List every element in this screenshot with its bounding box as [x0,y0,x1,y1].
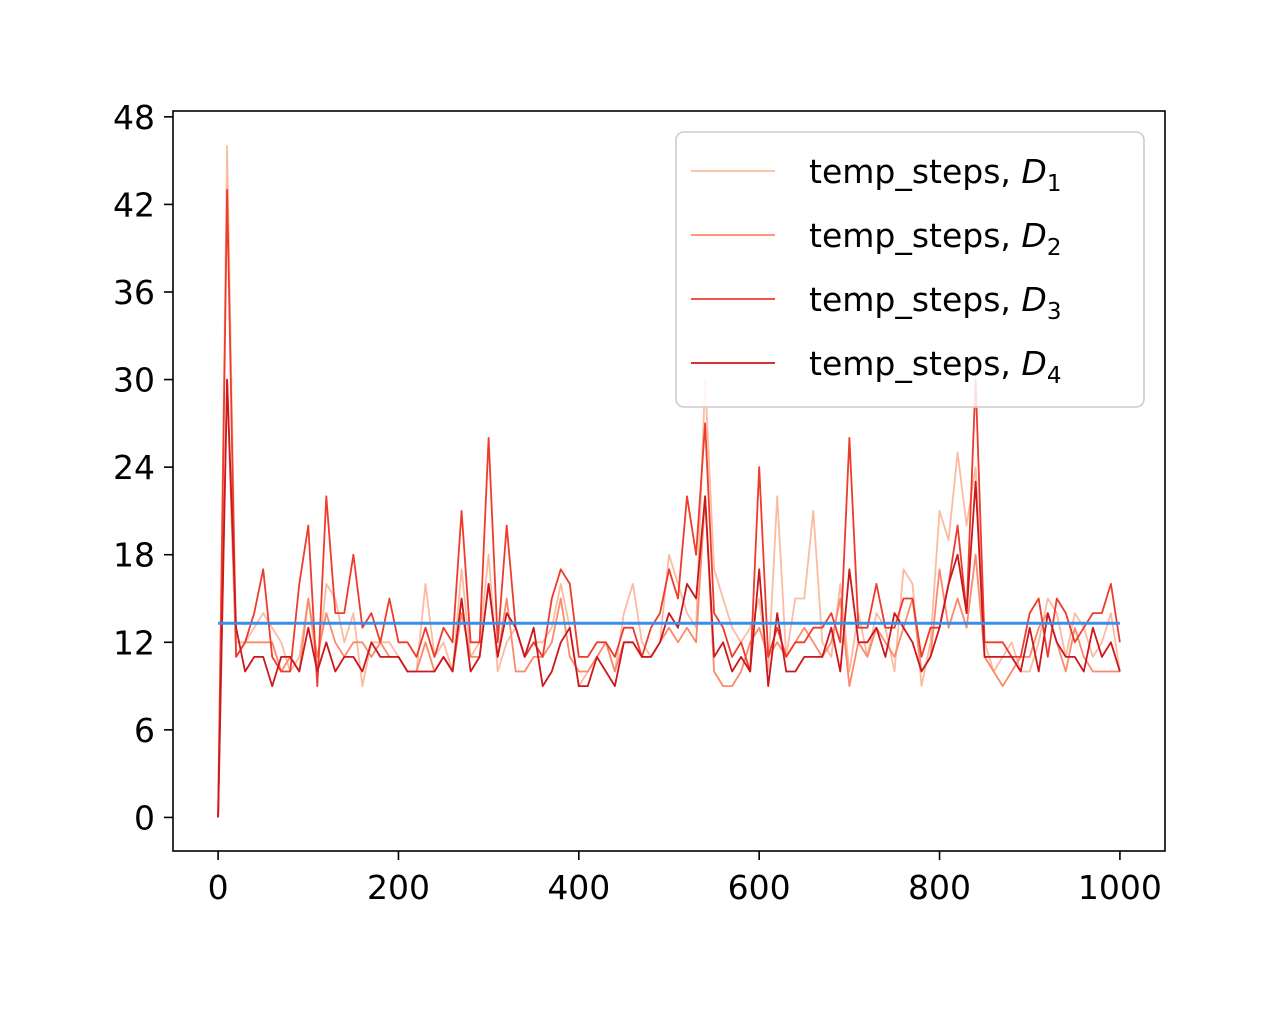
x-axis: 0 200 400 600 800 1000 [208,851,1162,907]
legend-label: temp_steps, D3 [809,280,1061,325]
legend-label: temp_steps, D4 [809,344,1061,389]
y-tick-label: 0 [134,798,155,837]
legend-box [675,131,1145,408]
x-tick-label: 400 [547,868,610,907]
y-tick-label: 12 [113,623,155,662]
y-tick-label: 18 [113,536,155,575]
legend-label: temp_steps, D2 [809,216,1061,261]
x-tick-label: 200 [367,868,430,907]
y-tick-label: 36 [113,273,155,312]
series-line-1 [217,145,1121,818]
x-tick-label: 800 [908,868,971,907]
y-tick-label: 48 [113,98,155,137]
legend-label: temp_steps, D1 [809,152,1061,197]
y-tick-label: 30 [113,361,155,400]
y-tick-label: 42 [113,185,155,224]
x-tick-label: 0 [208,868,229,907]
legend: temp_steps, D1 temp_steps, D2 temp_steps, … [675,131,1145,408]
plot-frame [172,110,1166,852]
x-tick-label: 600 [728,868,791,907]
series-layer [217,145,1121,818]
y-axis: 0 6 12 18 24 30 36 42 48 [113,98,173,837]
series-line-2 [217,378,1120,818]
y-tick-label: 24 [113,448,155,487]
series-line-3 [217,188,1121,818]
x-tick-label: 1000 [1078,868,1162,907]
y-tick-label: 6 [134,711,155,750]
series-line-4 [217,378,1121,818]
